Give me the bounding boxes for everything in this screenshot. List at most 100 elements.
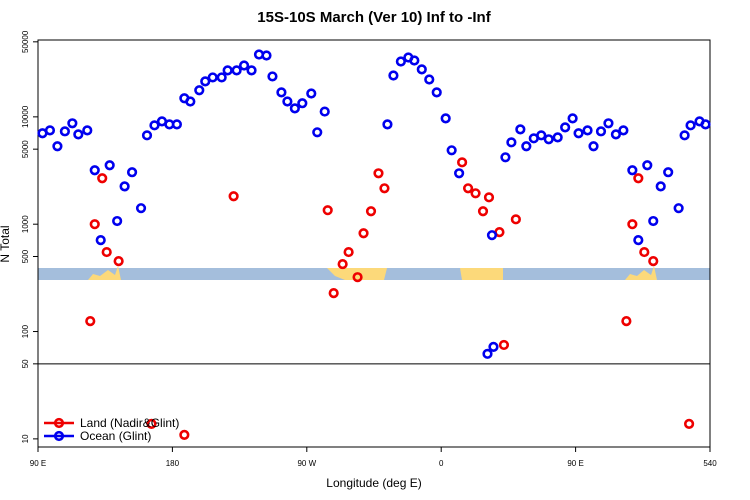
point xyxy=(231,65,242,76)
point xyxy=(506,137,517,148)
x-tick-label: 90 W xyxy=(297,459,316,468)
point xyxy=(289,103,300,114)
point xyxy=(424,74,435,85)
point xyxy=(552,132,563,143)
point xyxy=(618,125,629,136)
point xyxy=(82,125,93,136)
point xyxy=(603,118,614,129)
point xyxy=(498,339,510,351)
point xyxy=(67,118,78,129)
point xyxy=(216,72,227,83)
point xyxy=(352,272,363,283)
point xyxy=(112,215,123,227)
y-tick-label: 500 xyxy=(21,249,30,263)
y-tick-label: 1000 xyxy=(21,215,30,233)
point xyxy=(683,418,695,429)
point xyxy=(146,418,157,429)
point xyxy=(276,87,287,98)
point xyxy=(319,106,330,117)
point xyxy=(655,181,666,192)
legend-marker xyxy=(53,430,65,442)
y-tick-label: 100 xyxy=(21,324,30,338)
point xyxy=(633,173,644,184)
point xyxy=(267,71,278,82)
point xyxy=(306,88,317,99)
point xyxy=(483,192,495,203)
x-axis-label: Longitude (deg E) xyxy=(326,476,421,490)
point xyxy=(59,126,70,137)
point xyxy=(282,96,293,107)
point xyxy=(610,129,622,140)
point xyxy=(149,120,160,131)
legend-label: Land (Nadir&Glint) xyxy=(80,416,179,430)
point xyxy=(141,130,153,141)
point xyxy=(373,168,384,179)
point xyxy=(648,215,659,227)
point xyxy=(648,256,659,267)
y-tick-label: 50000 xyxy=(21,30,30,53)
point xyxy=(179,429,190,440)
point xyxy=(312,127,323,138)
plot-frame xyxy=(37,39,711,448)
point xyxy=(462,183,474,194)
point xyxy=(700,119,711,130)
point xyxy=(119,181,130,192)
point xyxy=(588,141,599,152)
point xyxy=(343,246,354,258)
point xyxy=(521,141,532,152)
point xyxy=(113,256,124,267)
point xyxy=(379,183,390,194)
point xyxy=(510,214,521,225)
point xyxy=(207,72,218,83)
point xyxy=(194,85,205,96)
point xyxy=(297,98,308,109)
point xyxy=(573,128,584,139)
point xyxy=(488,341,499,352)
point xyxy=(663,167,674,178)
point xyxy=(337,258,348,270)
point xyxy=(409,55,420,66)
point xyxy=(627,165,638,176)
point xyxy=(679,130,690,141)
point xyxy=(515,124,526,135)
y-tick-label: 10000 xyxy=(21,105,30,128)
x-tick-label: 90 E xyxy=(567,459,583,468)
y-axis-label: N Total xyxy=(0,225,12,262)
point xyxy=(627,219,638,230)
point xyxy=(639,246,650,258)
point xyxy=(171,119,182,130)
point xyxy=(642,160,653,171)
point xyxy=(126,167,138,178)
point xyxy=(395,56,406,67)
point xyxy=(135,203,147,214)
point xyxy=(446,145,457,156)
chart-title: 15S-10S March (Ver 10) Inf to -Inf xyxy=(257,9,491,26)
point xyxy=(358,228,369,239)
y-tick-label: 10 xyxy=(21,434,30,443)
point xyxy=(560,122,571,133)
point xyxy=(685,120,696,131)
point xyxy=(440,113,451,124)
point xyxy=(200,76,211,87)
x-tick-label: 540 xyxy=(703,459,717,468)
point xyxy=(89,165,100,176)
point xyxy=(261,50,272,61)
point xyxy=(673,203,684,214)
point xyxy=(328,288,339,299)
point xyxy=(85,316,96,327)
point xyxy=(73,129,84,140)
y-tick-label: 50 xyxy=(21,359,30,368)
x-tick-label: 180 xyxy=(166,459,180,468)
point xyxy=(238,60,250,71)
point xyxy=(536,130,547,141)
point xyxy=(416,64,427,75)
point xyxy=(97,173,108,184)
point xyxy=(482,348,493,359)
x-tick-label: 90 E xyxy=(30,459,46,468)
point xyxy=(543,134,554,145)
point xyxy=(44,125,56,136)
legend-label: Ocean (Glint) xyxy=(80,429,151,443)
y-tick-label: 5000 xyxy=(21,140,30,158)
point xyxy=(595,126,607,137)
point xyxy=(101,246,112,258)
